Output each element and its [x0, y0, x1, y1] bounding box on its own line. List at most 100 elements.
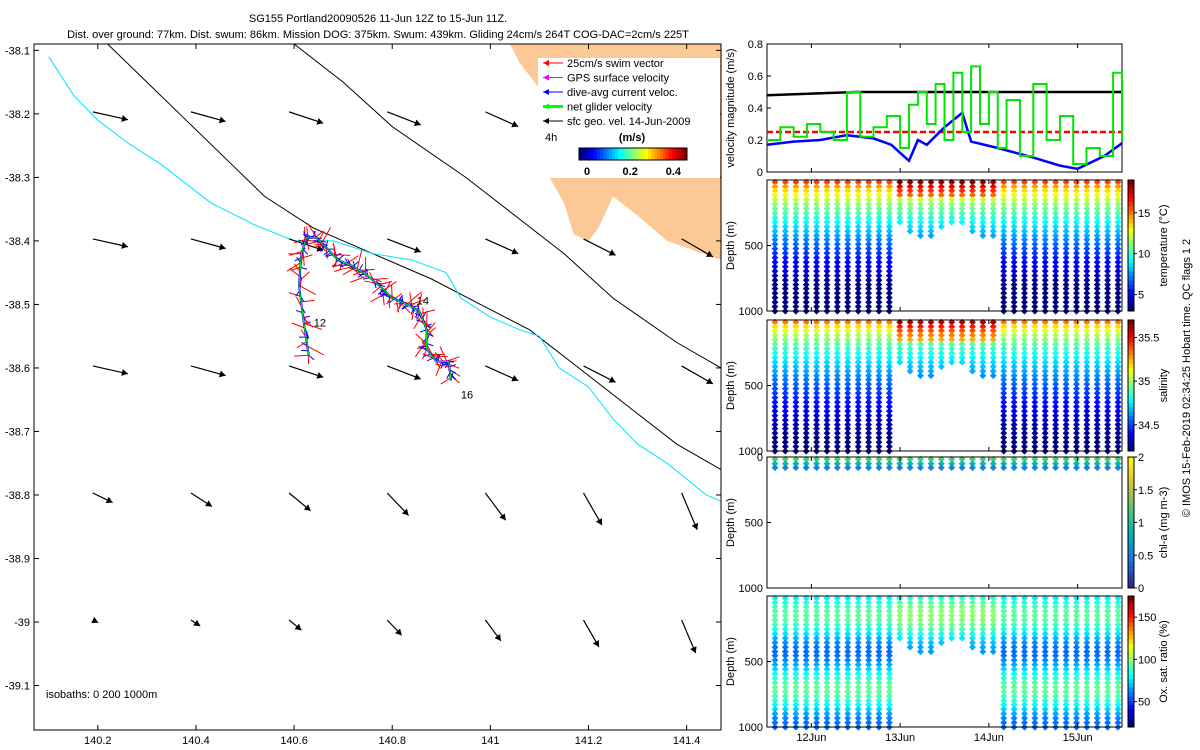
temperature-data-point: ◆ [865, 297, 872, 307]
temperature-data-point: ◆ [990, 230, 997, 240]
salinity-data-point: ◆ [1031, 325, 1038, 335]
salinity-data-point: ◆ [1052, 379, 1059, 389]
oxygen-data-point: ◆ [1094, 672, 1101, 682]
temperature-data-point: ◆ [792, 212, 799, 222]
temperature-data-point: ◆ [1042, 190, 1049, 200]
temperature-data-point: ◆ [1021, 234, 1028, 244]
swim-vector [291, 322, 305, 329]
oxygen-data-point: ◆ [896, 610, 903, 620]
temperature-data-point: ◆ [1042, 265, 1049, 275]
temperature-data-point: ◆ [1052, 279, 1059, 289]
oxygen-data-point: ◆ [927, 623, 934, 633]
temperature-data-point: ◆ [813, 283, 820, 293]
salinity-data-point: ◆ [1052, 414, 1059, 424]
oxygen-data-point: ◆ [834, 606, 841, 616]
temperature-data-point: ◆ [1052, 239, 1059, 249]
oxygen-data-point: ◆ [886, 606, 893, 616]
salinity-data-point: ◆ [1115, 347, 1122, 357]
salinity-data-point: ◆ [907, 365, 914, 375]
salinity-data-point: ◆ [917, 361, 924, 371]
oxygen-data-point: ◆ [772, 699, 779, 709]
temperature-data-point: ◆ [875, 301, 882, 311]
salinity-data-point: ◆ [834, 379, 841, 389]
chla-colorbar-segment [1128, 553, 1134, 558]
salinity-colorbar-segment [1128, 385, 1134, 391]
temperature-data-point: ◆ [1104, 243, 1111, 253]
temperature-data-point: ◆ [813, 297, 820, 307]
salinity-data-point: ◆ [1073, 388, 1080, 398]
velocity-y-tick-label: 0.8 [748, 39, 763, 51]
oxygen-data-point: ◆ [1104, 659, 1111, 669]
oxygen-data-point: ◆ [969, 619, 976, 629]
salinity-data-point: ◆ [1094, 432, 1101, 442]
salinity-data-point: ◆ [824, 339, 831, 349]
oxygen-data-point: ◆ [813, 592, 820, 602]
salinity-data-point: ◆ [865, 428, 872, 438]
oxygen-data-point: ◆ [979, 592, 986, 602]
oxygen-data-point: ◆ [1115, 601, 1122, 611]
chla-data-point: ◆ [803, 453, 810, 463]
oxygen-data-point: ◆ [1000, 655, 1007, 665]
temperature-data-point: ◆ [813, 288, 820, 298]
chla-data-point: ◆ [907, 453, 914, 463]
swim-vector [298, 284, 316, 295]
temperature-data-point: ◆ [803, 274, 810, 284]
temperature-data-point: ◆ [886, 212, 893, 222]
temperature-colorbar-segment [1128, 293, 1134, 299]
salinity-data-point: ◆ [1011, 396, 1018, 406]
oxygen-data-point: ◆ [834, 681, 841, 691]
oxygen-data-point: ◆ [803, 681, 810, 691]
oxygen-data-point: ◆ [1115, 664, 1122, 674]
oxygen-data-point: ◆ [1104, 597, 1111, 607]
temperature-data-point: ◆ [1021, 301, 1028, 311]
chla-data-point: ◆ [813, 462, 820, 472]
salinity-colorbar-segment [1128, 446, 1134, 452]
temperature-data-point: ◆ [1083, 270, 1090, 280]
salinity-data-point: ◆ [824, 405, 831, 415]
salinity-data-point: ◆ [979, 365, 986, 375]
temperature-data-point: ◆ [834, 234, 841, 244]
oxygen-data-point: ◆ [782, 610, 789, 620]
oxygen-data-point: ◆ [1073, 606, 1080, 616]
legend-entry: GPS surface velocity [567, 73, 670, 85]
oxygen-data-point: ◆ [865, 592, 872, 602]
chla-data-point: ◆ [1042, 458, 1049, 468]
salinity-data-point: ◆ [803, 445, 810, 455]
salinity-data-point: ◆ [855, 432, 862, 442]
salinity-data-point: ◆ [844, 339, 851, 349]
salinity-data-point: ◆ [834, 330, 841, 340]
salinity-data-point: ◆ [824, 356, 831, 366]
oxygen-data-point: ◆ [990, 623, 997, 633]
oxygen-data-point: ◆ [907, 610, 914, 620]
temperature-data-point: ◆ [1031, 256, 1038, 266]
salinity-data-point: ◆ [792, 347, 799, 357]
temperature-data-point: ◆ [1011, 207, 1018, 217]
temperature-data-point: ◆ [1000, 199, 1007, 209]
salinity-data-point: ◆ [886, 401, 893, 411]
temperature-data-point: ◆ [1083, 301, 1090, 311]
oxygen-data-point: ◆ [824, 655, 831, 665]
swim-vector [440, 377, 452, 385]
temperature-data-point: ◆ [917, 181, 924, 191]
oxygen-data-point: ◆ [979, 606, 986, 616]
oxygen-data-point: ◆ [824, 619, 831, 629]
temperature-data-point: ◆ [782, 176, 789, 186]
temperature-colorbar-tick-label: 10 [1138, 249, 1150, 261]
salinity-data-point: ◆ [1083, 379, 1090, 389]
chla-data-point: ◆ [886, 462, 893, 472]
oxygen-data-point: ◆ [1042, 619, 1049, 629]
oxygen-data-point: ◆ [865, 690, 872, 700]
salinity-data-point: ◆ [782, 361, 789, 371]
temperature-data-point: ◆ [855, 230, 862, 240]
oxygen-data-point: ◆ [834, 628, 841, 638]
temperature-data-point: ◆ [875, 239, 882, 249]
oxygen-data-point: ◆ [792, 641, 799, 651]
oxygen-colorbar-segment [1128, 639, 1134, 645]
salinity-data-point: ◆ [772, 374, 779, 384]
oxygen-data-point: ◆ [855, 708, 862, 718]
oxygen-colorbar-tick-label: 50 [1138, 697, 1150, 709]
chla-data-point: ◆ [1000, 462, 1007, 472]
salinity-data-point: ◆ [855, 374, 862, 384]
chla-colorbar-segment [1128, 509, 1134, 515]
oxygen-data-point: ◆ [1073, 664, 1080, 674]
